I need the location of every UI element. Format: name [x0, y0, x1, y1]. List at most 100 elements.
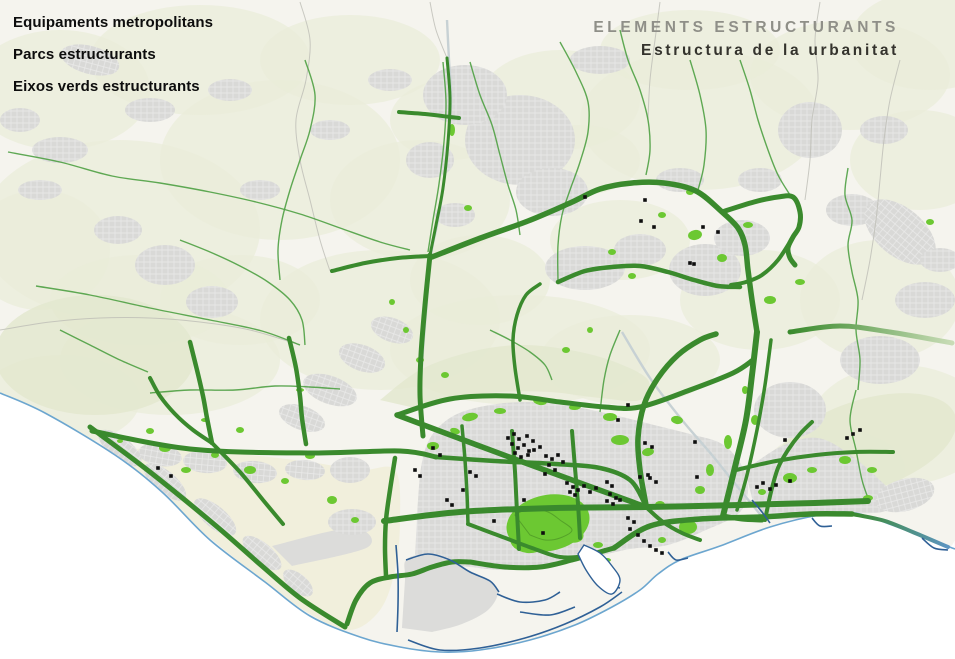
urban-area	[778, 102, 842, 158]
equipment-dot	[618, 498, 622, 502]
park-blob	[611, 435, 629, 445]
equipment-dot	[519, 455, 523, 459]
green-axis	[433, 454, 647, 505]
equipment-dot	[506, 436, 510, 440]
minor-green-axis	[59, 329, 149, 373]
park-blob	[743, 222, 753, 228]
equipment-dot	[845, 436, 849, 440]
green-axis	[644, 505, 702, 542]
port-pier-outline	[921, 537, 949, 551]
park-blob	[839, 456, 851, 464]
green-axis	[417, 252, 433, 439]
equipment-dot	[527, 449, 531, 453]
equipment-dot	[716, 230, 720, 234]
terrain2-area	[0, 295, 195, 415]
minor-green-axis	[556, 41, 590, 283]
equipment-dot	[525, 434, 529, 438]
minor-green-axis	[179, 239, 306, 346]
equipment-dot	[594, 486, 598, 490]
equipment-dot	[688, 261, 692, 265]
minor-green-axis	[619, 29, 651, 176]
minor-green-axis	[599, 329, 621, 413]
municipal-boundary	[861, 59, 901, 301]
urban-area	[283, 569, 313, 597]
park-blob	[706, 464, 714, 476]
urban-area	[32, 137, 88, 163]
equipment-dot	[692, 262, 696, 266]
green-axis	[187, 339, 215, 446]
park-blob	[327, 496, 337, 504]
equipment-dot	[755, 485, 759, 489]
harbor-spit	[577, 544, 621, 595]
port-pier-outline	[667, 551, 689, 562]
port-pier-outline	[407, 591, 623, 652]
park-blob	[244, 466, 256, 474]
equipment-dot	[516, 446, 520, 450]
park-blob	[867, 467, 877, 473]
park-blob	[562, 347, 570, 353]
equipment-dot	[468, 470, 472, 474]
park-blob	[764, 296, 776, 304]
municipal-boundary	[804, 1, 821, 201]
port-pier-outline	[519, 606, 576, 616]
urban-area	[186, 286, 238, 318]
urban-area	[370, 316, 414, 344]
terrain-area	[850, 0, 955, 90]
park-blob	[688, 229, 702, 241]
equipment-dot	[531, 439, 535, 443]
urban-area	[303, 373, 357, 407]
park-blob	[587, 327, 593, 333]
minor-green-axis	[7, 151, 411, 251]
urban-area	[18, 180, 62, 200]
park-blob	[807, 467, 817, 473]
urban-area	[242, 535, 282, 571]
equipment-dot	[614, 496, 618, 500]
equipment-dot	[526, 453, 530, 457]
green-axis	[286, 335, 309, 447]
equipment-dot	[626, 516, 630, 520]
urban-area	[406, 142, 454, 178]
green-axis	[635, 331, 719, 508]
equipment-dot	[561, 460, 565, 464]
equipment-dot	[544, 454, 548, 458]
green-axis-fading	[787, 323, 955, 346]
urban-area	[570, 46, 630, 74]
equipment-dot	[610, 484, 614, 488]
park-blob	[181, 467, 191, 473]
park-blob	[608, 249, 616, 255]
park-blob	[146, 428, 154, 434]
equipment-dot	[532, 448, 536, 452]
equipment-dot	[611, 502, 615, 506]
green-axis	[148, 376, 214, 445]
terrain-area	[410, 235, 550, 325]
urban-area	[875, 477, 935, 513]
equipment-dot	[858, 428, 862, 432]
equipment-dot	[646, 473, 650, 477]
park-blob	[603, 413, 617, 421]
park-blob	[403, 327, 409, 333]
equipment-dot	[450, 503, 454, 507]
green-axis	[428, 56, 452, 257]
urban-area	[368, 69, 412, 91]
equipment-dot	[639, 219, 643, 223]
green-axis	[344, 559, 473, 627]
green-axis	[382, 455, 398, 579]
equipment-dot	[761, 481, 765, 485]
map-title-sub: Estructura de la urbanitat	[641, 42, 899, 59]
equipment-dot	[643, 198, 647, 202]
park-blob	[671, 415, 683, 425]
park-blob	[926, 219, 934, 225]
park-blob	[658, 212, 666, 218]
equipment-dot	[556, 453, 560, 457]
minor-green-axis	[689, 59, 707, 191]
equipment-dot	[650, 445, 654, 449]
park-blob	[628, 273, 636, 279]
park-blob	[117, 439, 123, 443]
equipment-dot	[605, 499, 609, 503]
urban-area	[328, 509, 376, 535]
equipment-dot	[648, 544, 652, 548]
terrain-layer	[0, 0, 955, 632]
terrain-area	[330, 140, 510, 260]
equipment-dot	[643, 441, 647, 445]
urban-area	[895, 282, 955, 318]
